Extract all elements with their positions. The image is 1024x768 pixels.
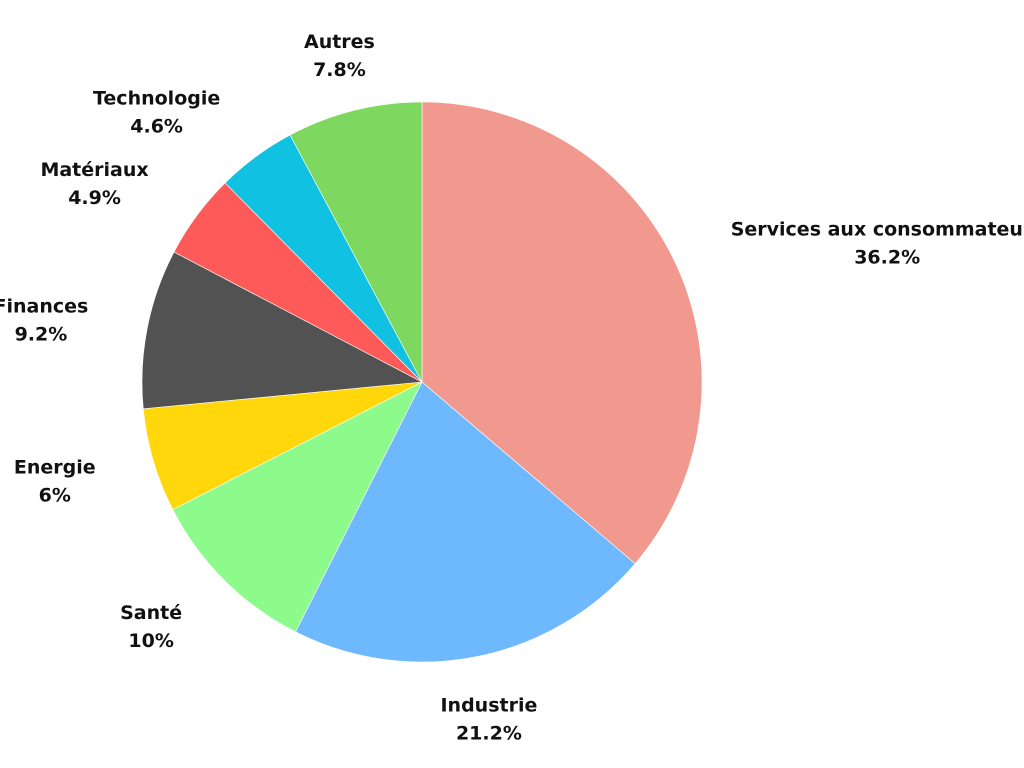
- pie-slice-services-aux-consommateurs: [421, 101, 703, 565]
- pie-slice-finances: [141, 251, 424, 410]
- pie-labels: Services aux consommateurs 36.2% Industrie…: [0, 31, 1024, 744]
- slice-value-finances: 9.2%: [15, 324, 68, 346]
- slice-label-sante: Santé: [120, 602, 182, 624]
- pie-slices: [141, 101, 703, 663]
- pie-slice-industrie: [295, 381, 636, 663]
- slice-label-autres: Autres: [304, 31, 375, 53]
- slice-label-technologie: Technologie: [93, 87, 220, 109]
- slice-label-energie: Energie: [14, 456, 96, 478]
- slice-value-technologie: 4.6%: [130, 115, 183, 137]
- slice-value-services-aux-consommateurs: 36.2%: [854, 247, 920, 269]
- slice-value-sante: 10%: [128, 630, 173, 652]
- pie-slice-sante: [172, 381, 423, 633]
- slice-value-energie: 6%: [39, 484, 71, 506]
- slice-label-industrie: Industrie: [440, 694, 537, 716]
- slice-value-autres: 7.8%: [313, 59, 366, 81]
- slice-value-materiaux: 4.9%: [68, 187, 121, 209]
- slice-label-materiaux: Matériaux: [40, 159, 148, 181]
- pie-slice-autres: [289, 101, 423, 383]
- slice-label-services-aux-consommateurs: Services aux consommateurs: [731, 219, 1024, 241]
- slice-value-industrie: 21.2%: [456, 722, 522, 744]
- slice-label-finances: Finances: [0, 296, 88, 318]
